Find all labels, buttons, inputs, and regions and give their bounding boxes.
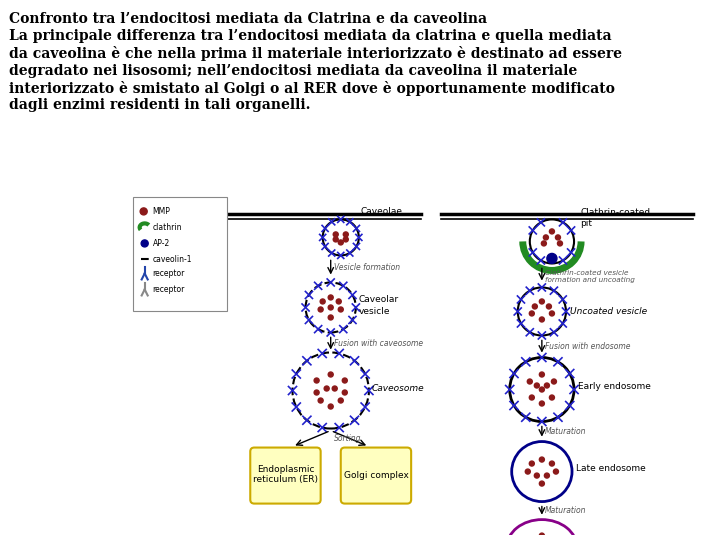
Circle shape xyxy=(529,311,534,316)
Circle shape xyxy=(140,208,147,215)
Circle shape xyxy=(534,473,539,478)
Circle shape xyxy=(338,398,343,403)
Circle shape xyxy=(338,240,343,245)
Text: Endoplasmic: Endoplasmic xyxy=(257,465,314,474)
FancyBboxPatch shape xyxy=(251,448,320,504)
Text: Sorting: Sorting xyxy=(334,434,361,443)
Circle shape xyxy=(544,383,549,388)
Circle shape xyxy=(328,305,333,310)
Text: Maturation: Maturation xyxy=(545,506,586,515)
Circle shape xyxy=(539,299,544,304)
Circle shape xyxy=(532,304,537,309)
Circle shape xyxy=(324,386,329,391)
Circle shape xyxy=(549,395,554,400)
Circle shape xyxy=(314,378,319,383)
Circle shape xyxy=(539,401,544,406)
Text: da caveolina è che nella prima il materiale interiorizzato è destinato ad essere: da caveolina è che nella prima il materi… xyxy=(9,46,621,62)
Text: degradato nei lisosomi; nell’endocitosi mediata da caveolina il materiale: degradato nei lisosomi; nell’endocitosi … xyxy=(9,64,577,78)
Text: Golgi complex: Golgi complex xyxy=(343,471,408,480)
Circle shape xyxy=(529,461,534,466)
Circle shape xyxy=(554,469,559,474)
Circle shape xyxy=(552,379,557,384)
Circle shape xyxy=(343,232,348,237)
Circle shape xyxy=(557,241,562,246)
Circle shape xyxy=(549,537,554,540)
Circle shape xyxy=(336,299,341,304)
Text: Vesicle formation: Vesicle formation xyxy=(334,263,400,272)
Circle shape xyxy=(338,307,343,312)
Text: clathrin: clathrin xyxy=(153,223,182,232)
Text: vesicle: vesicle xyxy=(359,307,390,316)
Circle shape xyxy=(546,304,552,309)
Circle shape xyxy=(549,461,554,466)
Text: Maturation: Maturation xyxy=(545,427,586,436)
Circle shape xyxy=(333,232,338,237)
Circle shape xyxy=(549,229,554,234)
Text: interiorizzato è smistato al Golgi o al RER dove è opportunamente modificato: interiorizzato è smistato al Golgi o al … xyxy=(9,81,614,96)
Circle shape xyxy=(549,311,554,316)
Text: MMP: MMP xyxy=(153,207,171,216)
FancyBboxPatch shape xyxy=(341,448,411,504)
Circle shape xyxy=(539,372,544,377)
Text: caveolin-1: caveolin-1 xyxy=(153,255,192,264)
Text: La principale differenza tra l’endocitosi mediata da clatrina e quella mediata: La principale differenza tra l’endocitos… xyxy=(9,29,611,43)
Circle shape xyxy=(342,390,347,395)
Circle shape xyxy=(328,404,333,409)
Circle shape xyxy=(318,398,323,403)
Text: Early endosome: Early endosome xyxy=(578,382,651,391)
Circle shape xyxy=(314,390,319,395)
Circle shape xyxy=(539,317,544,322)
Circle shape xyxy=(328,295,333,300)
Text: Caveolae: Caveolae xyxy=(361,207,403,217)
Circle shape xyxy=(526,469,531,474)
Text: Clathrin-coated: Clathrin-coated xyxy=(580,208,650,218)
Circle shape xyxy=(320,299,325,304)
Text: Fusion with caveosome: Fusion with caveosome xyxy=(334,339,423,348)
Circle shape xyxy=(328,315,333,320)
Circle shape xyxy=(539,533,544,538)
Text: Uncoated vesicle: Uncoated vesicle xyxy=(570,307,647,316)
Circle shape xyxy=(555,235,560,240)
Text: Caveolar: Caveolar xyxy=(359,295,399,305)
Circle shape xyxy=(529,395,534,400)
Circle shape xyxy=(544,473,549,478)
Text: AP-2: AP-2 xyxy=(153,239,170,248)
Text: dagli enzimi residenti in tali organelli.: dagli enzimi residenti in tali organelli… xyxy=(9,98,310,112)
Circle shape xyxy=(539,387,544,392)
Circle shape xyxy=(541,241,546,246)
Text: Clathrin-coated vesicle: Clathrin-coated vesicle xyxy=(545,271,629,276)
Circle shape xyxy=(141,240,148,247)
Text: pit: pit xyxy=(580,219,592,228)
Text: receptor: receptor xyxy=(153,269,185,278)
Circle shape xyxy=(318,307,323,312)
Circle shape xyxy=(539,481,544,486)
Text: Fusion with endosome: Fusion with endosome xyxy=(545,342,631,351)
Text: formation and uncoating: formation and uncoating xyxy=(545,276,635,282)
FancyBboxPatch shape xyxy=(132,198,227,312)
Circle shape xyxy=(527,379,532,384)
Text: Caveosome: Caveosome xyxy=(372,383,425,393)
Text: receptor: receptor xyxy=(153,285,185,294)
Circle shape xyxy=(328,372,333,377)
Circle shape xyxy=(333,237,338,242)
Text: Late endosome: Late endosome xyxy=(576,464,646,473)
Circle shape xyxy=(534,383,539,388)
Circle shape xyxy=(529,537,534,540)
Circle shape xyxy=(332,386,337,391)
Text: Confronto tra l’endocitosi mediata da Clatrina e da caveolina: Confronto tra l’endocitosi mediata da Cl… xyxy=(9,12,487,26)
Text: reticulum (ER): reticulum (ER) xyxy=(253,475,318,484)
Circle shape xyxy=(547,253,557,264)
Circle shape xyxy=(544,235,549,240)
Circle shape xyxy=(343,237,348,242)
Circle shape xyxy=(342,378,347,383)
Circle shape xyxy=(539,457,544,462)
